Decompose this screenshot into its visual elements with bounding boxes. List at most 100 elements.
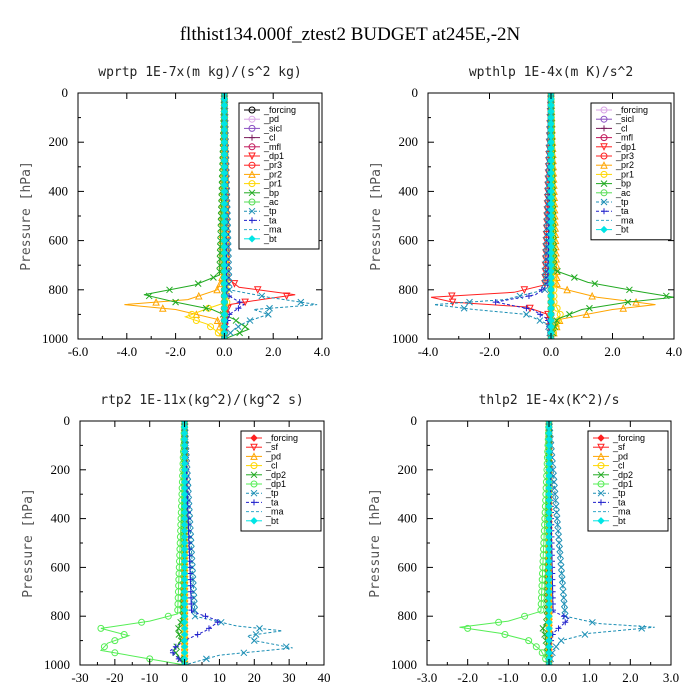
panel-title: rtp2 1E-11x(kg^2)/(kg^2 s) xyxy=(100,393,304,408)
legend-marker xyxy=(600,180,608,187)
data-point_tp xyxy=(282,643,290,651)
x-tick-label: 1.0 xyxy=(582,670,598,685)
x-tick-label: -6.0 xyxy=(68,344,89,359)
data-point_dp1 xyxy=(253,286,262,294)
data-point_dp1 xyxy=(538,649,546,657)
data-point_dp2 xyxy=(539,625,547,632)
legend: _forcing_sf_pd_cl_dp2_dp1_tp_ta_ma_bt xyxy=(240,430,322,532)
legend-marker xyxy=(248,143,256,151)
data-point_ta xyxy=(562,619,569,626)
data-point_tp xyxy=(547,93,555,97)
data-point_tp xyxy=(550,472,557,480)
y-tick-label: 0 xyxy=(411,413,418,428)
legend-marker xyxy=(250,517,258,525)
y-tick-label: 0 xyxy=(412,85,419,100)
legend-marker xyxy=(249,217,255,224)
data-point_ta xyxy=(555,625,562,632)
data-point_tp xyxy=(560,600,568,608)
legend-marker xyxy=(600,152,608,160)
data-point_tp xyxy=(557,564,565,571)
x-tick-label: -2.0 xyxy=(165,344,186,359)
data-point_dp2 xyxy=(175,631,183,638)
legend-marker xyxy=(597,471,605,479)
data-point_bp xyxy=(554,267,561,275)
data-point_dp1 xyxy=(174,606,182,614)
y-tick-label: 400 xyxy=(398,511,418,526)
data-point_tp xyxy=(545,661,553,665)
data-point_ta xyxy=(172,643,179,650)
data-point_ta xyxy=(538,286,545,293)
data-point_tp xyxy=(460,304,468,312)
data-point_bp xyxy=(241,323,249,331)
data-point_tp xyxy=(589,618,596,626)
data-point_ta xyxy=(235,305,242,312)
data-point_ta xyxy=(525,292,532,299)
data-point_dp2 xyxy=(175,625,182,632)
x-tick-label: -1.0 xyxy=(498,670,519,685)
x-tick-label: 0.0 xyxy=(541,670,557,685)
data-point_tp xyxy=(554,521,561,529)
data-point_dp1 xyxy=(464,624,472,632)
legend-marker xyxy=(250,489,258,497)
data-point_tp xyxy=(559,582,567,590)
data-point_tp xyxy=(552,643,560,651)
legend-marker xyxy=(248,115,256,123)
data-point_dp1 xyxy=(521,612,529,620)
legend-entry: _dp1 xyxy=(265,479,286,489)
y-tick-label: 200 xyxy=(49,134,69,149)
panel-title: wprtp 1E-7x(m kg)/(s^2 kg) xyxy=(98,65,302,80)
legend-entry: _ma xyxy=(265,507,284,517)
legend-marker xyxy=(248,198,256,206)
data-point_bp xyxy=(172,298,179,306)
y-tick-label: 600 xyxy=(49,233,69,248)
data-point_ta xyxy=(188,594,195,601)
data-point_bp xyxy=(553,317,561,324)
legend-marker xyxy=(600,115,608,123)
data-area xyxy=(97,421,293,665)
data-point_ta xyxy=(202,613,209,620)
chart-panel-4: thlp2 1E-4x(K^2)/s Pressure [hPa] -3.0 -2.0… xyxy=(368,393,679,685)
data-point_ta xyxy=(523,305,530,312)
data-point_tp xyxy=(553,515,561,522)
data-point_tp xyxy=(550,478,558,486)
data-point_tp xyxy=(227,329,234,337)
legend-marker xyxy=(250,434,258,442)
legend-entry: _cl xyxy=(265,461,278,471)
data-point_tp xyxy=(556,551,564,559)
data-point_bp xyxy=(236,329,244,337)
x-tick-label: -2.0 xyxy=(457,670,478,685)
y-axis-label: Pressure [hPa] xyxy=(368,488,383,598)
legend-entry: _forcing xyxy=(265,433,298,443)
x-tick-label: -4.0 xyxy=(418,344,439,359)
data-point_tp xyxy=(557,557,565,565)
legend-entry: _tp xyxy=(615,197,629,207)
x-tick-label: 2.0 xyxy=(265,344,281,359)
legend-marker xyxy=(248,180,256,188)
data-point_bp xyxy=(166,286,173,294)
data-point_tp xyxy=(523,311,530,318)
data-point_tp xyxy=(234,323,242,331)
legend-entry: _tp xyxy=(612,488,626,498)
data-point_dp2 xyxy=(177,618,185,626)
data-point_dp1 xyxy=(532,643,540,651)
data-point_tp xyxy=(554,527,562,535)
data-point_dp1 xyxy=(230,280,239,288)
data-point_pr2 xyxy=(152,297,160,306)
legend-marker xyxy=(597,480,605,488)
data-point_bp xyxy=(626,286,633,294)
legend-entry: _ta xyxy=(615,206,629,216)
data-point_tp xyxy=(221,93,228,97)
legend-entry: _ta xyxy=(263,215,277,225)
y-tick-label: 400 xyxy=(399,183,419,198)
data-point_tp xyxy=(466,298,473,306)
legend-marker xyxy=(598,499,604,506)
legend-marker xyxy=(248,189,256,197)
legend-marker xyxy=(600,143,608,151)
x-tick-label: -4.0 xyxy=(117,344,138,359)
series-line_ta xyxy=(495,93,552,339)
legend-entry: _pr1 xyxy=(263,179,282,189)
legend-entry: _tp xyxy=(265,488,279,498)
legend-entry: _bp xyxy=(615,179,631,189)
data-point_dp1 xyxy=(111,649,119,657)
x-tick-label: 2.0 xyxy=(622,670,638,685)
